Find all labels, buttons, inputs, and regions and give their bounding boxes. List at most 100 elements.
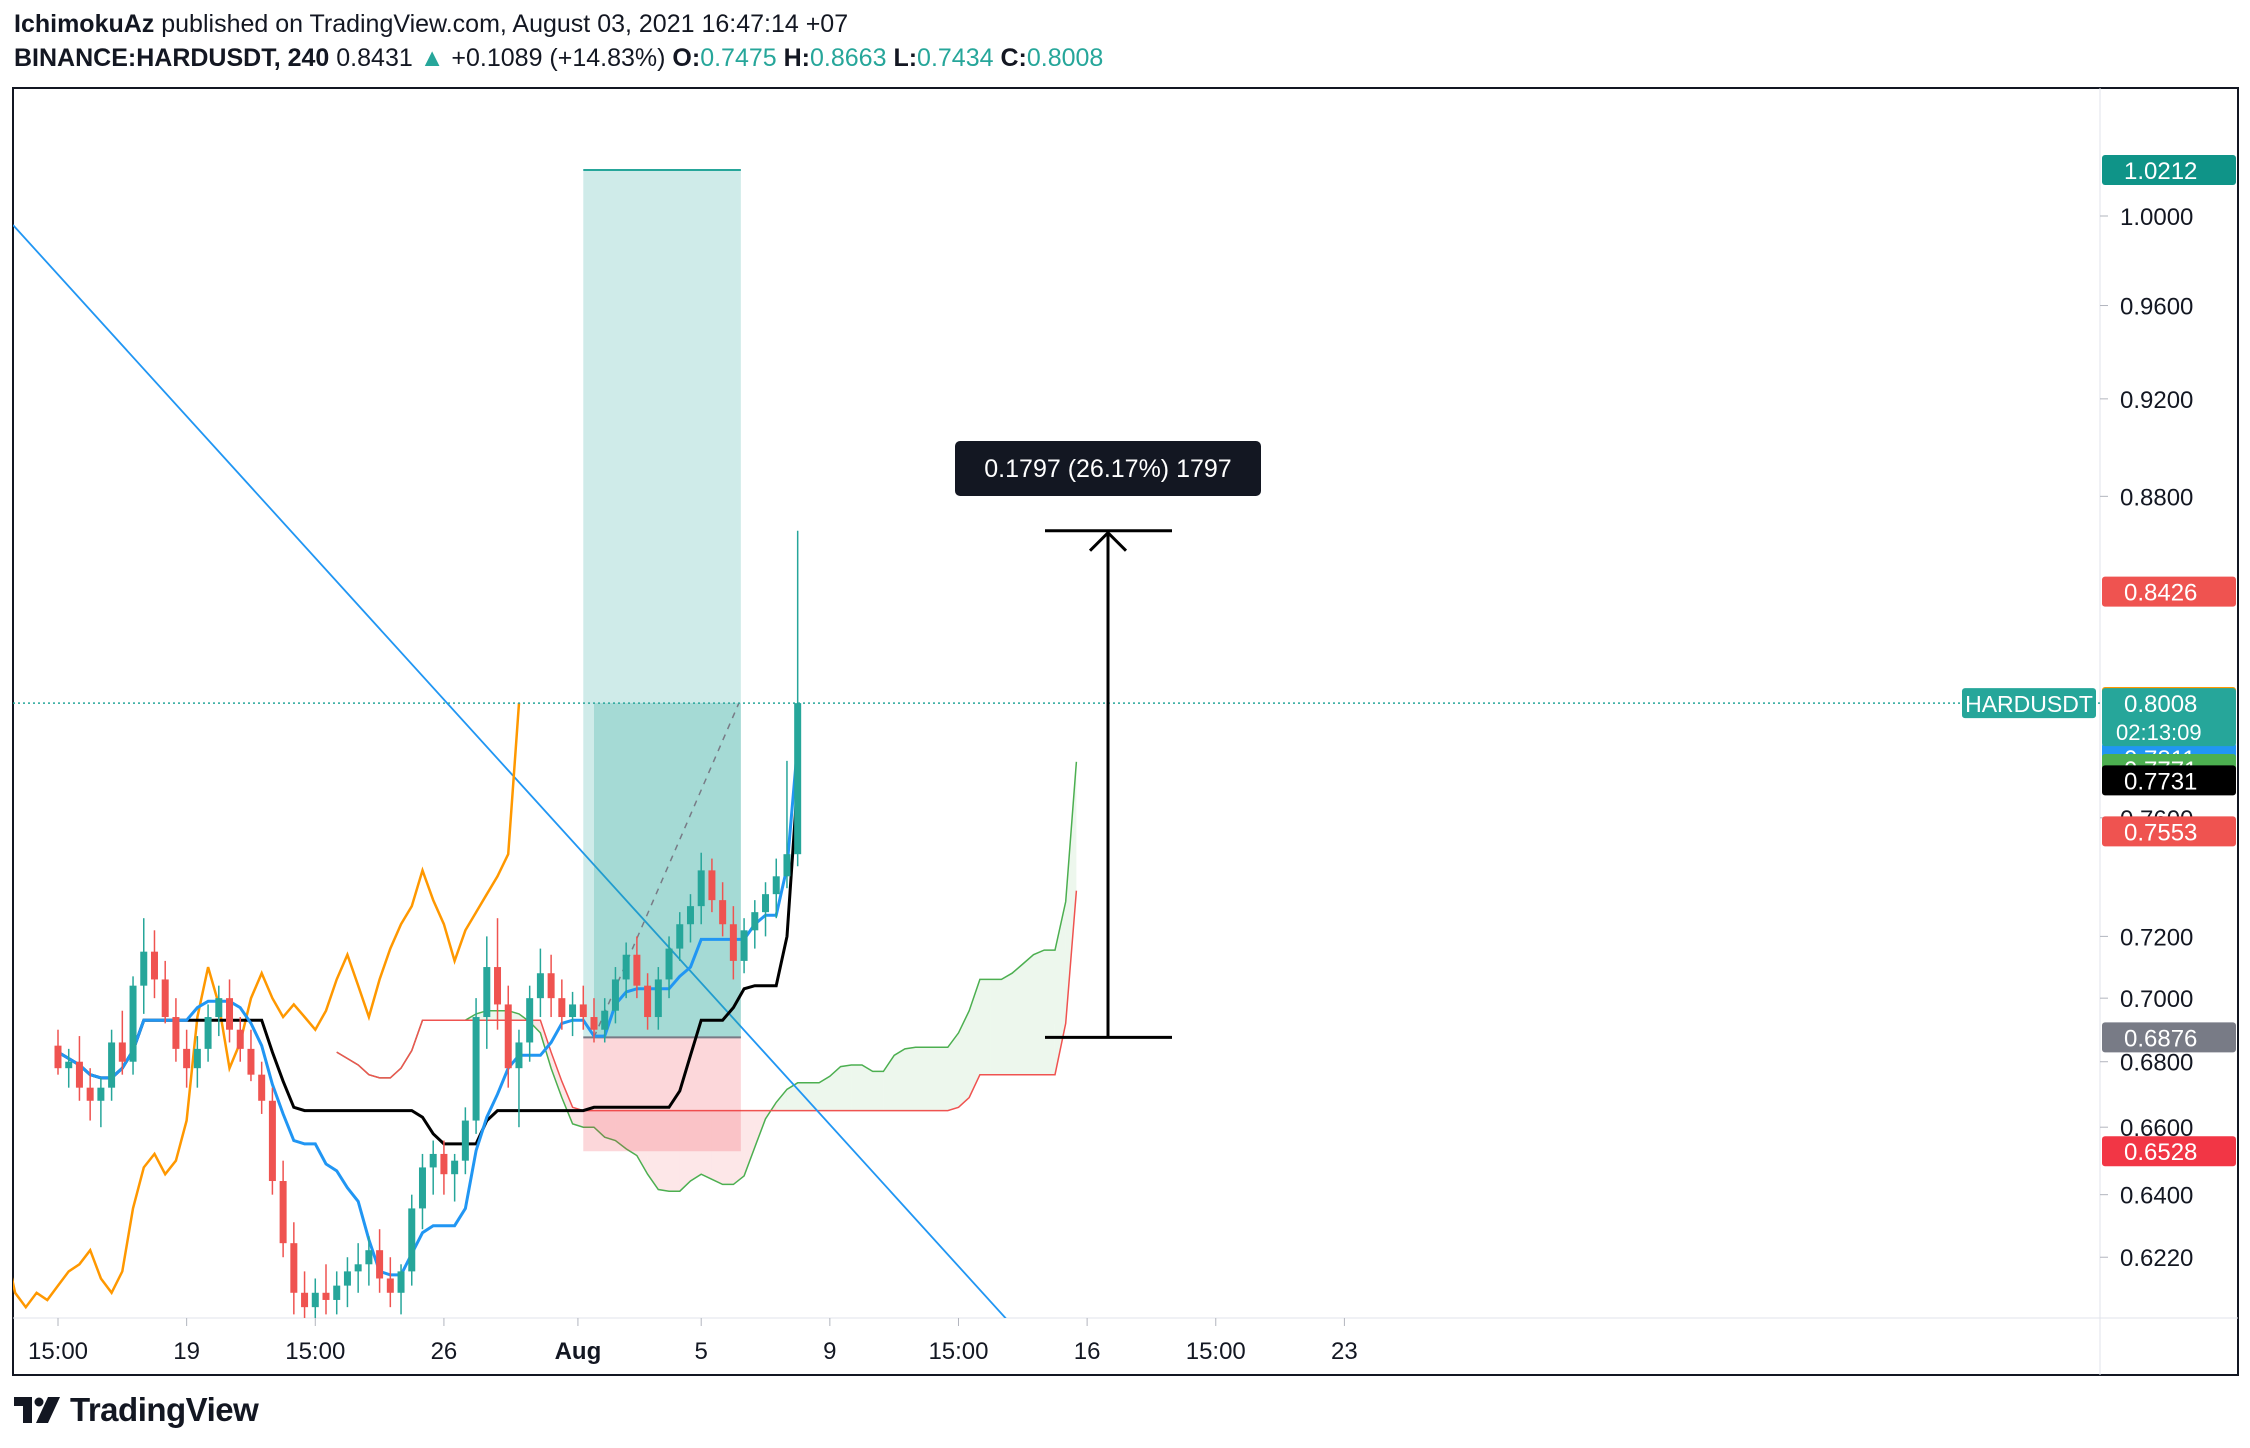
candle — [708, 858, 716, 913]
kumo-cloud-segment — [722, 1110, 734, 1185]
kumo-cloud-segment — [851, 1064, 862, 1111]
candle-body — [697, 870, 705, 907]
kumo-cloud-segment — [690, 1110, 702, 1182]
candle-body — [311, 1292, 319, 1308]
candle-body — [719, 900, 727, 925]
candle — [794, 530, 802, 867]
tradingview-logo-icon — [14, 1397, 60, 1423]
candle — [193, 1036, 201, 1088]
candle-body — [569, 1004, 577, 1018]
candle-body — [665, 948, 673, 980]
candle — [247, 1029, 255, 1082]
candle — [301, 1271, 309, 1318]
candle-body — [515, 1042, 523, 1069]
candle-body — [783, 854, 791, 877]
kumo-cloud-segment — [583, 1110, 594, 1128]
candle-body — [729, 924, 737, 961]
kumo-cloud-segment — [883, 1055, 895, 1111]
candle — [226, 979, 234, 1043]
candle — [236, 1017, 244, 1062]
kumo-cloud-segment — [1054, 901, 1066, 1075]
close-label: C: — [1000, 44, 1027, 72]
symbol-title[interactable]: BINANCE:HARDUSDT, 240 — [14, 44, 330, 72]
candle-body — [601, 1010, 609, 1030]
candle-body — [654, 979, 662, 1018]
kumo-cloud-segment — [894, 1048, 905, 1111]
candle-body — [418, 1167, 426, 1209]
time-tick-label: 15:00 — [285, 1338, 345, 1365]
candle — [183, 1029, 191, 1088]
plot-area: 0.1797 (26.17%) 1797 — [13, 169, 2100, 1318]
kumo-cloud-segment — [572, 1107, 584, 1128]
price-label-text: 0.6528 — [2124, 1139, 2197, 1166]
candle — [633, 936, 641, 999]
low-label: L: — [893, 44, 918, 72]
kumo-cloud-segment — [1001, 973, 1013, 1075]
candle-body — [526, 998, 534, 1043]
candle-body — [204, 1017, 212, 1049]
price-label-box — [2102, 816, 2236, 847]
candle-body — [558, 998, 566, 1018]
price-label-text: 1.0212 — [2124, 158, 2197, 185]
candle — [526, 985, 534, 1062]
price-tick-label: 0.6800 — [2120, 1050, 2193, 1077]
kumo-cloud-segment — [1012, 963, 1023, 1075]
candle-body — [118, 1042, 126, 1062]
price-label-box — [2102, 155, 2236, 186]
price-tick-label: 0.7000 — [2120, 986, 2193, 1013]
candle — [311, 1278, 319, 1318]
candle — [279, 1160, 287, 1258]
chart-frame — [12, 87, 2239, 1376]
candle-body — [579, 1004, 587, 1018]
time-tick-label: 26 — [431, 1338, 458, 1365]
time-tick-label: 15:00 — [928, 1338, 988, 1365]
candle-body — [258, 1074, 266, 1101]
symbol-legend: BINANCE:HARDUSDT, 240 0.8431 ▲ +0.1089 (… — [14, 42, 1103, 74]
candle — [333, 1271, 341, 1315]
candle — [483, 936, 491, 1049]
candle — [397, 1264, 405, 1315]
candle-body — [494, 967, 502, 1005]
candle-body — [429, 1153, 437, 1168]
tenkan-sen-line — [57, 743, 800, 1277]
candle-body — [794, 703, 802, 855]
kumo-cloud-segment — [840, 1064, 852, 1111]
price-label-box — [2102, 1136, 2236, 1167]
candle-body — [54, 1045, 62, 1069]
kumo-cloud-segment — [551, 1052, 562, 1098]
price-tick-label: 0.8800 — [2120, 484, 2193, 511]
candle — [601, 998, 609, 1043]
time-tick-label: 5 — [695, 1338, 708, 1365]
candle-body — [504, 1004, 512, 1069]
candle-body — [547, 973, 555, 999]
current-price-text: 0.8008 — [2124, 691, 2197, 718]
candle-body — [97, 1087, 105, 1101]
kumo-cloud-segment — [733, 1110, 745, 1185]
time-tick-label: 15:00 — [28, 1338, 88, 1365]
candle-body — [343, 1271, 351, 1286]
low-value: 0.7434 — [917, 44, 994, 72]
candle — [686, 894, 694, 943]
candle — [579, 985, 587, 1030]
kumo-cloud-segment — [679, 1110, 691, 1192]
price-tick-label: 0.9200 — [2120, 387, 2193, 414]
candle-body — [75, 1061, 83, 1088]
candle-body — [622, 954, 630, 980]
price-change: +0.1089 (+14.83%) — [451, 44, 666, 72]
candle — [140, 918, 148, 1014]
candle-body — [397, 1271, 405, 1293]
kumo-cloud-segment — [1065, 761, 1077, 1024]
candle — [365, 1236, 373, 1286]
kumo-cloud-segment — [947, 1032, 959, 1111]
candle — [472, 998, 480, 1134]
author-name[interactable]: IchimokuAz — [14, 10, 155, 38]
kumo-cloud-segment — [915, 1047, 927, 1111]
kumo-cloud-segment — [979, 979, 991, 1075]
candle — [504, 985, 512, 1088]
candle-body — [772, 876, 780, 895]
measure-arrow-icon — [1088, 530, 1128, 552]
measure-label-text: 0.1797 (26.17%) 1797 — [984, 455, 1231, 483]
candle — [418, 1153, 426, 1230]
candle — [386, 1257, 394, 1308]
